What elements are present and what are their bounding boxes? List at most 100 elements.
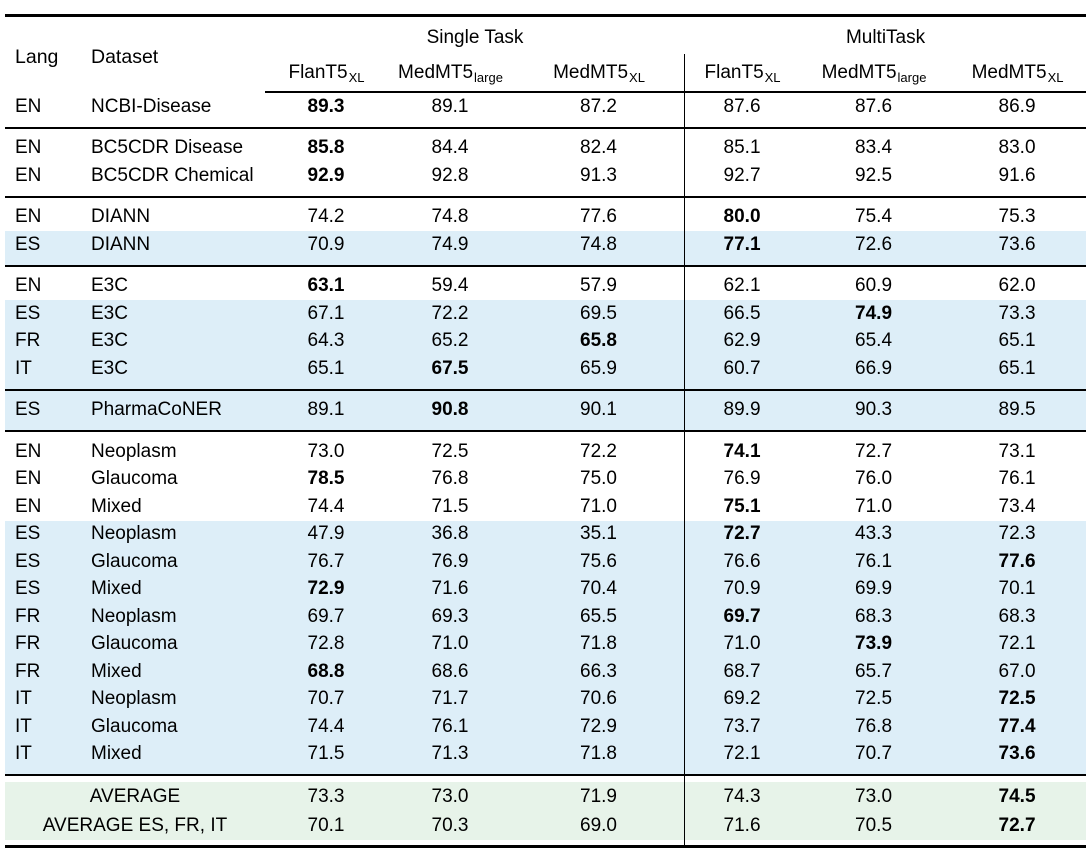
dataset-cell: E3C — [81, 327, 265, 355]
score-cell: 75.1 — [723, 495, 761, 517]
score-cell: 89.1 — [431, 95, 469, 117]
score-cell: 36.8 — [387, 520, 513, 548]
score-cell: 75.3 — [948, 195, 1087, 232]
table-row: ES Mixed 72.9 71.6 70.4 70.9 69.9 70.1 — [5, 575, 1087, 603]
score-cell: 71.0 — [685, 630, 800, 658]
score-cell: 72.2 — [513, 430, 686, 466]
score-cell: 67.1 — [265, 300, 387, 328]
score-cell: 73.7 — [685, 713, 800, 741]
score-cell: 47.9 — [265, 520, 387, 548]
score-cell: 73.6 — [948, 231, 1087, 265]
lang-cell: ES — [5, 548, 81, 576]
lang-cell: ES — [5, 300, 81, 328]
score-cell: 70.7 — [265, 685, 387, 713]
table-row: FR Mixed 68.8 68.6 66.3 68.7 65.7 67.0 — [5, 658, 1087, 686]
average-score-cell: 70.1 — [265, 811, 387, 840]
score-cell: 72.7 — [799, 430, 949, 466]
score-cell: 70.6 — [513, 685, 686, 713]
dataset-cell: BC5CDR Disease — [81, 126, 265, 163]
lang-cell: EN — [5, 430, 81, 466]
dataset-cell: NCBI-Disease — [91, 95, 212, 117]
score-cell: 68.8 — [265, 658, 387, 686]
spacer-cell — [387, 840, 513, 845]
score-cell: 72.3 — [948, 520, 1087, 548]
score-cell: 89.9 — [685, 388, 800, 430]
score-cell: 66.5 — [685, 300, 800, 328]
score-cell: 68.7 — [685, 658, 800, 686]
average-label: AVERAGE — [5, 782, 265, 811]
score-cell: 69.7 — [685, 603, 800, 631]
score-cell: 87.6 — [855, 95, 893, 117]
model-name: MedMT5 — [398, 61, 474, 83]
dataset-cell: PharmaCoNER — [81, 388, 265, 430]
model-size-subscript: XL — [348, 69, 365, 85]
dataset-cell: DIANN — [81, 231, 265, 265]
score-cell: 75.6 — [513, 548, 686, 576]
score-cell: 72.5 — [387, 430, 513, 466]
dataset-cell: Glaucoma — [91, 468, 178, 490]
average-score-cell: 73.3 — [265, 782, 387, 811]
score-cell: 68.3 — [799, 603, 949, 631]
model-name: MedMT5 — [553, 61, 629, 83]
lang-cell: ES — [5, 231, 81, 265]
spacer-cell — [265, 774, 387, 782]
score-cell: 74.1 — [685, 430, 800, 466]
score-cell: 72.5 — [799, 685, 949, 713]
average-score-cell: 72.7 — [948, 811, 1087, 840]
lang-cell: IT — [5, 713, 81, 741]
lang-cell: ES — [5, 388, 81, 430]
spacer-cell — [513, 774, 686, 782]
table-row: IT Neoplasm 70.7 71.7 70.6 69.2 72.5 72.5 — [5, 685, 1087, 713]
score-cell: 66.9 — [799, 355, 949, 389]
spacer-cell — [948, 774, 1087, 782]
dataset-column-header: Dataset — [91, 45, 159, 68]
spacer-cell — [685, 840, 799, 845]
score-cell: 72.7 — [685, 520, 800, 548]
score-cell: 70.9 — [265, 231, 387, 265]
score-cell: 87.6 — [723, 95, 761, 117]
lang-cell: EN — [5, 195, 81, 232]
lang-cell: FR — [5, 327, 81, 355]
score-cell: 92.7 — [723, 164, 761, 186]
table-row: EN Glaucoma 78.5 76.8 75.0 76.9 76.0 76.1 — [5, 465, 1086, 493]
model-size-subscript: large — [474, 69, 503, 85]
score-cell: 91.3 — [513, 162, 686, 196]
score-cell: 92.9 — [307, 164, 345, 186]
dataset-cell: Glaucoma — [81, 548, 265, 576]
score-cell: 65.1 — [265, 355, 387, 389]
score-cell: 72.1 — [948, 630, 1087, 658]
table-row: EN E3C 63.1 59.4 57.9 62.1 60.9 62.0 — [5, 264, 1087, 301]
average-row: AVERAGE ES, FR, IT 70.1 70.3 69.0 71.6 70.5 72… — [5, 811, 1087, 840]
score-cell: 60.9 — [799, 264, 949, 301]
model-size-subscript: large — [897, 69, 927, 85]
score-cell: 72.6 — [799, 231, 949, 265]
score-cell: 71.0 — [513, 493, 686, 521]
score-cell: 68.6 — [387, 658, 513, 686]
lang-cell: FR — [5, 630, 81, 658]
average-score-cell: 74.3 — [685, 782, 800, 811]
score-cell: 76.9 — [723, 468, 761, 490]
lang-cell: EN — [5, 126, 81, 163]
table-body: EN NCBI-Disease 89.3 89.1 87.2 87.6 87.6 86.9 EN… — [5, 93, 1087, 774]
table-row: ES PharmaCoNER 89.1 90.8 90.1 89.9 90.3 89.5 — [5, 388, 1087, 430]
lang-cell: IT — [5, 740, 81, 774]
model-header-single-1: MedMT5large — [387, 54, 513, 93]
score-cell: 90.1 — [513, 388, 686, 430]
score-cell: 65.9 — [513, 355, 686, 389]
table-row: EN Mixed 74.4 71.5 71.0 75.1 71.0 73.4 — [5, 493, 1086, 521]
score-cell: 76.0 — [855, 468, 893, 490]
score-cell: 69.9 — [799, 575, 949, 603]
score-cell: 66.3 — [513, 658, 686, 686]
score-cell: 77.1 — [685, 231, 800, 265]
dataset-cell: Mixed — [91, 495, 142, 517]
lang-cell: ES — [5, 575, 81, 603]
score-cell: 73.4 — [998, 495, 1036, 517]
score-cell: 72.9 — [513, 713, 686, 741]
spacer-cell — [948, 840, 1086, 845]
score-cell: 76.8 — [431, 468, 469, 490]
score-cell: 64.3 — [265, 327, 387, 355]
score-cell: 76.1 — [799, 548, 949, 576]
score-cell: 62.0 — [948, 264, 1087, 301]
score-cell: 72.8 — [265, 630, 387, 658]
dataset-cell: E3C — [81, 300, 265, 328]
